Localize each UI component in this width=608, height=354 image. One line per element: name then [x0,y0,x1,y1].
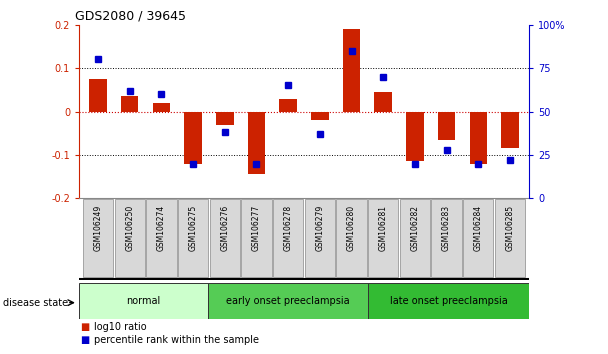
FancyBboxPatch shape [399,199,430,277]
FancyBboxPatch shape [336,199,367,277]
FancyBboxPatch shape [83,199,113,277]
Text: GSM106285: GSM106285 [505,205,514,251]
Text: ■: ■ [80,335,90,345]
Text: GSM106276: GSM106276 [220,205,229,251]
FancyBboxPatch shape [146,199,177,277]
Bar [311,112,328,120]
FancyBboxPatch shape [368,283,529,319]
Text: GDS2080 / 39645: GDS2080 / 39645 [75,9,185,22]
Bar [469,112,487,164]
Text: GSM106283: GSM106283 [442,205,451,251]
Bar [501,112,519,148]
FancyBboxPatch shape [207,283,368,319]
Text: log10 ratio: log10 ratio [94,322,147,332]
Text: GSM106277: GSM106277 [252,205,261,251]
Text: early onset preeclampsia: early onset preeclampsia [226,296,350,306]
FancyBboxPatch shape [463,199,494,277]
FancyBboxPatch shape [273,199,303,277]
Bar [216,112,233,125]
Text: GSM106281: GSM106281 [379,205,388,251]
FancyBboxPatch shape [241,199,272,277]
Text: normal: normal [126,296,161,306]
Text: GSM106275: GSM106275 [188,205,198,251]
Bar [121,96,139,112]
FancyBboxPatch shape [114,199,145,277]
FancyBboxPatch shape [305,199,335,277]
Text: GSM106282: GSM106282 [410,205,420,251]
Text: GSM106284: GSM106284 [474,205,483,251]
Bar [184,112,202,164]
Text: ■: ■ [80,322,90,332]
Text: late onset preeclampsia: late onset preeclampsia [390,296,508,306]
Bar [153,103,170,112]
Text: GSM106274: GSM106274 [157,205,166,251]
Bar [280,98,297,112]
Bar [248,112,265,175]
Text: percentile rank within the sample: percentile rank within the sample [94,335,259,345]
Text: GSM106250: GSM106250 [125,205,134,251]
Bar [375,92,392,112]
Bar [438,112,455,140]
FancyBboxPatch shape [495,199,525,277]
Bar [343,29,360,112]
Bar [89,79,107,112]
Text: GSM106280: GSM106280 [347,205,356,251]
Text: GSM106278: GSM106278 [284,205,292,251]
FancyBboxPatch shape [431,199,462,277]
FancyBboxPatch shape [178,199,209,277]
Text: disease state: disease state [3,298,68,308]
FancyBboxPatch shape [79,283,207,319]
FancyBboxPatch shape [368,199,398,277]
Text: GSM106279: GSM106279 [316,205,324,251]
Text: GSM106249: GSM106249 [94,205,103,251]
FancyBboxPatch shape [210,199,240,277]
Bar [406,112,424,161]
